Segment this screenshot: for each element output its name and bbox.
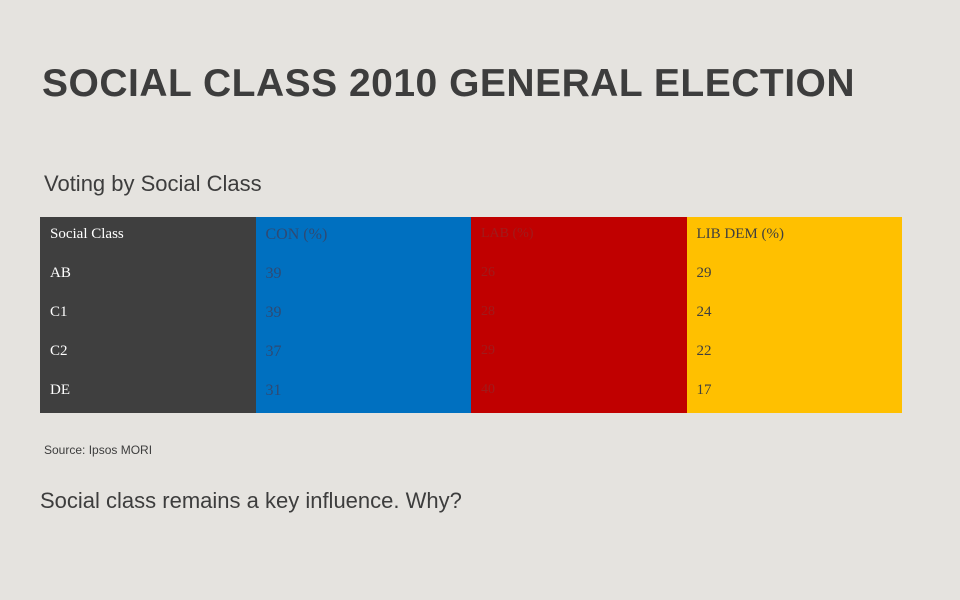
libdem-value-ab: 29 <box>696 265 712 281</box>
column-social-class: Social Class AB C1 C2 DE <box>40 217 256 413</box>
header-lib-dem: LIB DEM (%) <box>696 226 784 242</box>
column-lab: LAB (%) 26 28 29 40 <box>471 217 687 413</box>
con-value-de: 31 <box>265 382 282 399</box>
libdem-value-de: 17 <box>696 382 712 398</box>
libdem-value-c1: 24 <box>696 304 712 320</box>
class-label-ab: AB <box>50 265 71 281</box>
table-caption: Voting by Social Class <box>44 171 262 196</box>
con-value-c2: 37 <box>265 343 282 360</box>
slide-title: SOCIAL CLASS 2010 GENERAL ELECTION <box>42 62 856 105</box>
class-label-de: DE <box>50 382 70 398</box>
column-lib-dem: LIB DEM (%) 29 24 22 17 <box>686 217 902 413</box>
con-value-c1: 39 <box>265 304 282 321</box>
lab-value-ab: 26 <box>481 265 495 280</box>
source-note: Source: Ipsos MORI <box>44 443 153 457</box>
voting-table: Social Class AB C1 C2 DE CON (%) 39 39 3… <box>40 217 902 413</box>
lab-value-c2: 29 <box>481 343 495 358</box>
class-label-c2: C2 <box>50 343 68 359</box>
discussion-prompt: Social class remains a key influence. Wh… <box>40 488 462 513</box>
header-lab: LAB (%) <box>481 226 534 241</box>
con-value-ab: 39 <box>265 265 282 282</box>
column-con: CON (%) 39 39 37 31 <box>255 217 471 413</box>
class-label-c1: C1 <box>50 304 68 320</box>
header-con: CON (%) <box>265 226 328 243</box>
libdem-value-c2: 22 <box>696 343 712 359</box>
lab-value-c1: 28 <box>481 304 495 319</box>
lab-value-de: 40 <box>481 382 495 397</box>
header-social-class: Social Class <box>50 226 124 242</box>
